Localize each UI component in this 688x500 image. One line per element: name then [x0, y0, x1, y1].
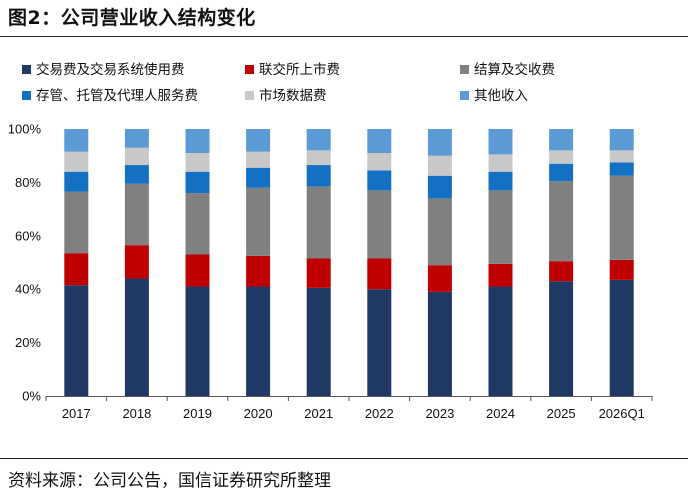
legend-label: 存管、托管及代理人服务费 — [36, 88, 198, 104]
x-tick-label: 2019 — [183, 406, 212, 421]
bottom-rule — [0, 458, 688, 459]
x-tick-label: 2023 — [425, 406, 454, 421]
bar-segment — [185, 254, 210, 287]
x-tick-label: 2018 — [122, 406, 151, 421]
bar-segment — [488, 263, 513, 287]
bar-segment — [549, 181, 574, 262]
x-tick-label: 2017 — [62, 406, 91, 421]
y-tick-label: 80% — [15, 175, 41, 190]
bar-segment — [306, 287, 331, 396]
bar-segment — [64, 151, 89, 172]
bar-segment — [427, 155, 452, 176]
bar-segment — [246, 129, 271, 152]
bar-segment — [549, 150, 574, 164]
bar-segment — [64, 191, 89, 254]
bar-segment — [427, 129, 452, 156]
bar-segment — [246, 286, 271, 396]
x-axis: 2017 2018 2019 2020 2021 2022 2023 2024 2025 2026… — [45, 396, 653, 421]
bar-segment — [427, 175, 452, 199]
bar-segment — [185, 193, 210, 255]
bar-segment — [246, 151, 271, 168]
bar-segment — [488, 286, 513, 396]
bar-segment — [124, 147, 149, 166]
legend-swatch — [460, 65, 469, 74]
bar-segment — [306, 258, 331, 288]
bar-segment — [488, 154, 513, 172]
legend-swatch — [245, 91, 254, 100]
bar-segment — [64, 253, 89, 286]
legend-label: 联交所上市费 — [259, 61, 340, 78]
bar-segment — [367, 170, 392, 191]
bar-segment — [124, 165, 149, 184]
bar-segment — [549, 129, 574, 151]
bar-segment — [549, 281, 574, 396]
bar-segment — [367, 190, 392, 259]
legend-label: 交易费及交易系统使用费 — [36, 61, 185, 78]
bar-segment — [549, 261, 574, 282]
y-tick-label: 20% — [15, 335, 41, 350]
x-tick-label: 2024 — [486, 406, 515, 421]
top-rule — [0, 36, 688, 37]
bar-segment — [306, 165, 331, 187]
bar-segment — [367, 258, 392, 290]
bar-segment — [488, 190, 513, 264]
bar-segment — [64, 285, 89, 396]
x-tick-label: 2021 — [304, 406, 333, 421]
bar-segment — [306, 186, 331, 259]
bar-segment — [185, 129, 210, 154]
bar-segment — [64, 171, 89, 192]
bar-segment — [549, 163, 574, 182]
y-tick-label: 0% — [22, 389, 41, 404]
legend-label: 市场数据费 — [259, 87, 327, 104]
bar-segment — [306, 150, 331, 166]
bar-segment — [488, 129, 513, 155]
y-tick-label: 100% — [8, 122, 42, 137]
bar-segment — [609, 129, 634, 151]
bar-segment — [427, 265, 452, 292]
bar-segment — [609, 259, 634, 280]
bar-segment — [185, 286, 210, 396]
bar-segment — [367, 153, 392, 171]
x-tick-label: 2022 — [365, 406, 394, 421]
bar-segment — [427, 291, 452, 396]
y-tick-label: 40% — [15, 282, 41, 297]
y-axis: 0% 20% 40% 60% 80% 100% — [8, 122, 42, 404]
legend-swatch — [460, 91, 469, 100]
x-tick-label: 2026Q1 — [599, 406, 645, 421]
bar-segment — [609, 279, 634, 396]
legend-label: 其他收入 — [474, 88, 528, 104]
bar-segment — [609, 150, 634, 163]
legend-swatch — [22, 91, 31, 100]
bar-segment — [124, 245, 149, 279]
legend-swatch — [22, 65, 31, 74]
bar-segment — [185, 153, 210, 172]
bar-segment — [124, 278, 149, 396]
bar-segment — [124, 129, 149, 148]
x-tick-label: 2025 — [547, 406, 576, 421]
legend-label: 结算及交收费 — [474, 61, 555, 78]
bar-segment — [609, 162, 634, 176]
bar-segment — [185, 171, 210, 194]
bar-segment — [124, 183, 149, 246]
bar-segment — [246, 187, 271, 256]
legend-swatch — [245, 65, 254, 74]
source-note: 资料来源：公司公告，国信证券研究所整理 — [8, 471, 331, 491]
bar-segment — [246, 167, 271, 188]
bars — [64, 129, 634, 396]
figure-title: 图2：公司营业收入结构变化 — [8, 7, 256, 29]
bar-segment — [488, 171, 513, 191]
y-tick-label: 60% — [15, 228, 41, 243]
bar-segment — [246, 255, 271, 287]
bar-segment — [367, 289, 392, 396]
x-tick-label: 2020 — [244, 406, 273, 421]
bar-segment — [609, 175, 634, 260]
bar-segment — [427, 198, 452, 266]
bar-segment — [367, 129, 392, 154]
bar-segment — [306, 129, 331, 151]
bar-segment — [64, 129, 89, 152]
